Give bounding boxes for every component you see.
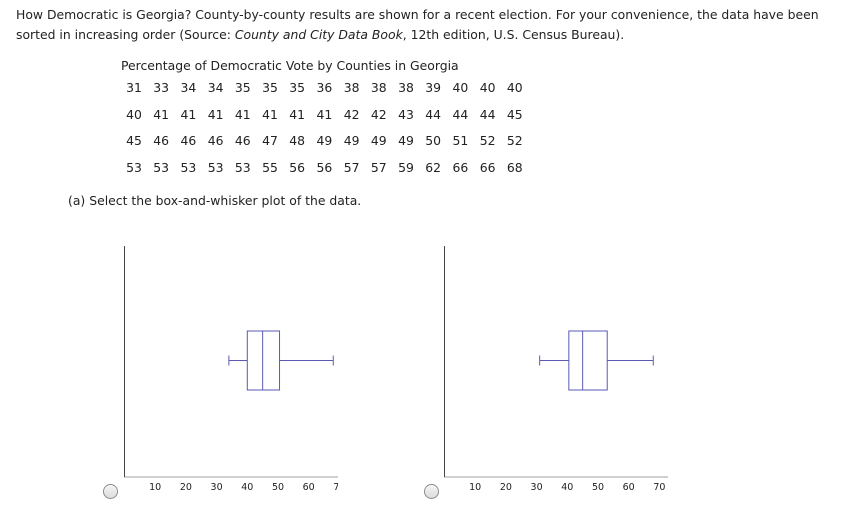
x-tick-label: 50: [592, 482, 604, 493]
data-value: 53: [180, 159, 197, 175]
source-title: County and City Data Book: [234, 27, 403, 42]
data-value: 33: [153, 80, 170, 95]
data-value: 45: [126, 133, 142, 148]
data-value: 57: [343, 159, 360, 175]
data-value: 49: [370, 133, 387, 148]
data-value: 35: [262, 80, 278, 95]
data-value: 49: [316, 133, 333, 148]
question-text: How Democratic is Georgia? County-by-cou…: [16, 5, 836, 45]
data-value: 36: [316, 80, 333, 95]
data-value: 42: [370, 106, 387, 122]
x-tick-label: 20: [500, 482, 512, 493]
x-tick-label: 70: [333, 482, 338, 493]
data-value: 46: [180, 133, 197, 148]
data-value: 46: [153, 133, 170, 148]
x-tick-label: 40: [561, 482, 573, 493]
x-tick-label: 60: [623, 482, 635, 493]
data-value: 41: [180, 106, 197, 122]
data-value: 57: [370, 159, 387, 175]
radio-option-a[interactable]: [103, 484, 118, 499]
data-value: 53: [207, 159, 224, 175]
data-value: 53: [126, 159, 142, 175]
box-plot-option-a: 10 20 30 40 50 60 70: [124, 246, 338, 493]
data-value: 66: [479, 159, 496, 175]
x-tick-label: 20: [180, 482, 192, 493]
iqr-box: [246, 330, 281, 391]
data-value: 35: [289, 80, 306, 95]
data-value: 44: [452, 106, 469, 122]
data-value: 40: [479, 80, 496, 95]
data-value: 51: [452, 133, 469, 148]
data-value: 66: [452, 159, 469, 175]
data-value: 53: [153, 159, 170, 175]
data-value: 42: [343, 106, 360, 122]
radio-option-b[interactable]: [424, 484, 439, 499]
data-value: 34: [180, 80, 197, 95]
data-value: 41: [153, 106, 170, 122]
data-value: 49: [398, 133, 414, 148]
x-tick-label: 40: [241, 482, 253, 493]
x-tick-label: 70: [653, 482, 665, 493]
data-value: 50: [425, 133, 442, 148]
question-sentence-1: How Democratic is Georgia? County-by-cou…: [16, 7, 784, 22]
data-value: 55: [262, 159, 278, 175]
data-value: 56: [289, 159, 306, 175]
data-value: 44: [425, 106, 442, 122]
data-value: 38: [398, 80, 414, 95]
data-value: 34: [207, 80, 224, 95]
question-sentence-2-prefix: been sorted in increasing order (Source:: [16, 7, 819, 42]
data-value: 48: [289, 133, 306, 148]
x-tick-label: 30: [211, 482, 223, 493]
x-tick-label: 10: [469, 482, 481, 493]
data-value: 38: [343, 80, 360, 95]
data-value: 39: [425, 80, 442, 95]
question-prompt: (a) Select the box-and-whisker plot of t…: [68, 193, 362, 208]
data-value: 43: [398, 106, 414, 122]
data-value: 40: [452, 80, 469, 95]
data-value: 52: [479, 133, 496, 148]
data-value: 40: [126, 106, 142, 122]
question-sentence-2-suffix: , 12th edition, U.S. Census Bureau).: [402, 27, 625, 42]
data-value: 46: [207, 133, 224, 148]
data-value: 59: [398, 159, 414, 175]
data-value: 53: [234, 159, 251, 175]
data-value: 44: [479, 106, 496, 122]
data-value: 47: [262, 133, 278, 148]
box-plot-option-b: 10 20 30 40 50 60 70: [444, 246, 668, 493]
data-value: 38: [370, 80, 387, 95]
x-tick-label: 60: [303, 482, 315, 493]
data-value: 41: [234, 106, 251, 122]
data-value: 41: [207, 106, 224, 122]
data-value: 41: [316, 106, 333, 122]
data-value: 56: [316, 159, 333, 175]
data-value: 41: [289, 106, 306, 122]
data-value: 40: [506, 80, 523, 95]
data-value: 31: [126, 80, 142, 95]
x-tick-label: 30: [531, 482, 543, 493]
x-tick-label: 10: [149, 482, 161, 493]
data-value: 52: [506, 133, 523, 148]
data-value: 45: [506, 106, 523, 122]
x-tick-label: 50: [272, 482, 284, 493]
data-value: 49: [343, 133, 360, 148]
data-value: 62: [425, 159, 442, 175]
data-value: 35: [234, 80, 251, 95]
data-value: 68: [506, 159, 523, 175]
data-value: 41: [262, 106, 278, 122]
data-value: 46: [234, 133, 251, 148]
data-table-title: Percentage of Democratic Vote by Countie…: [121, 58, 459, 73]
iqr-box: [568, 330, 608, 391]
